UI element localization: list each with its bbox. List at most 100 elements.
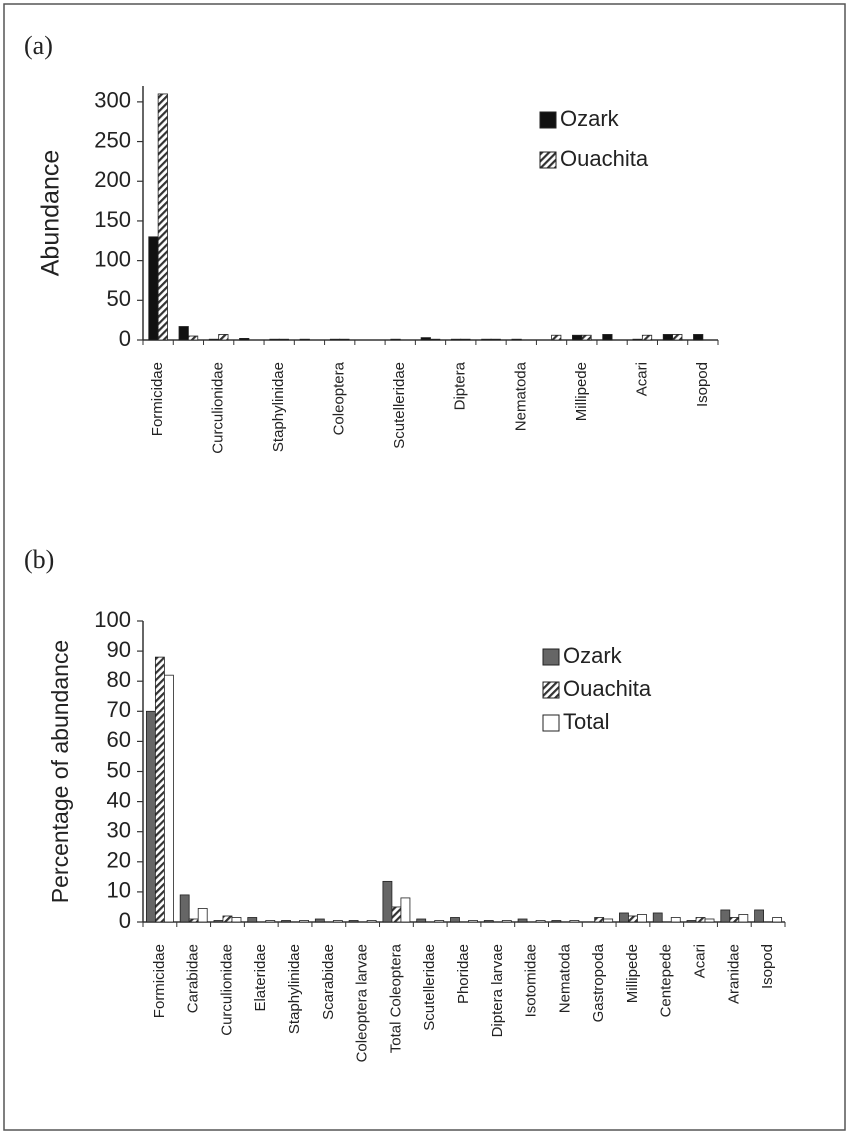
- bar: [481, 338, 492, 341]
- x-tick-label: Isotomidae: [523, 944, 540, 1017]
- x-tick-label: Staphylinidae: [286, 944, 303, 1034]
- x-tick-label: Nematoda: [512, 361, 529, 431]
- bar: [222, 915, 233, 923]
- y-axis-title: Percentage of abundance: [47, 640, 73, 903]
- x-tick-label: Aranidae: [725, 944, 742, 1004]
- bar: [450, 917, 460, 923]
- legend-swatch: [542, 714, 560, 732]
- bar: [754, 909, 765, 923]
- x-tick-label: Coleoptera: [331, 361, 348, 435]
- panel-label: (b): [24, 545, 54, 574]
- y-tick-label: 250: [94, 127, 131, 152]
- y-tick-label: 60: [107, 727, 131, 752]
- y-tick-label: 40: [107, 787, 131, 812]
- legend-swatch: [542, 681, 560, 699]
- y-tick-label: 300: [94, 88, 131, 113]
- x-tick-label: Curculionidae: [210, 362, 227, 454]
- x-tick-label: Gastropoda: [590, 943, 607, 1022]
- bar: [420, 337, 431, 341]
- bar: [329, 338, 341, 341]
- legend-swatch: [539, 111, 557, 129]
- bar: [704, 918, 715, 923]
- bar: [157, 93, 168, 341]
- x-tick-label: Scutelleridae: [421, 944, 438, 1031]
- y-tick-label: 20: [107, 848, 131, 873]
- bar: [501, 920, 512, 923]
- legend-swatch: [539, 151, 557, 169]
- bar: [460, 338, 471, 341]
- bar: [551, 920, 562, 923]
- bar: [662, 334, 674, 341]
- bar: [619, 912, 629, 923]
- y-tick-label: 0: [119, 908, 131, 933]
- legend-label: Ozark: [560, 106, 620, 131]
- y-tick-label: 50: [107, 286, 131, 311]
- y-tick-label: 100: [94, 246, 131, 271]
- bar: [720, 909, 731, 923]
- y-tick-label: 200: [94, 167, 131, 192]
- x-tick-label: Elateridae: [252, 944, 269, 1012]
- x-tick-label: Formicidae: [151, 944, 168, 1018]
- bar: [729, 917, 740, 923]
- bar: [278, 338, 289, 341]
- y-tick-label: 0: [119, 326, 131, 351]
- x-tick-label: Curculionidae: [218, 944, 235, 1036]
- x-tick-label: Acari: [691, 944, 708, 978]
- legend-label: Ouachita: [563, 676, 652, 701]
- x-tick-label: Acari: [633, 362, 650, 396]
- bar: [670, 917, 681, 923]
- bar: [628, 915, 638, 923]
- bar: [632, 338, 643, 341]
- bar: [218, 334, 229, 341]
- x-tick-label: Staphylinidae: [270, 362, 287, 452]
- bar: [163, 674, 174, 923]
- x-tick-label: Millipede: [573, 362, 590, 421]
- x-tick-label: Formicidae: [149, 362, 166, 436]
- x-tick-label: Total Coleoptera: [387, 943, 404, 1053]
- bar: [602, 334, 613, 341]
- bar: [197, 908, 208, 923]
- bar: [569, 920, 580, 923]
- bar: [695, 917, 706, 923]
- legend-swatch: [542, 648, 560, 666]
- bar: [208, 338, 220, 341]
- x-tick-label: Isopod: [694, 362, 711, 407]
- bar: [265, 920, 276, 923]
- x-tick-label: Diptera: [452, 361, 469, 410]
- y-axis-title: Abundance: [37, 150, 65, 277]
- panel-label: (a): [24, 31, 53, 60]
- bar: [314, 918, 325, 923]
- bar: [450, 338, 462, 341]
- bar: [416, 918, 427, 923]
- bar: [348, 920, 359, 923]
- y-tick-label: 70: [107, 697, 131, 722]
- bar: [693, 334, 704, 341]
- x-tick-label: Phoridae: [455, 944, 472, 1004]
- bar: [637, 914, 647, 923]
- x-tick-label: Scarabidae: [320, 944, 337, 1020]
- y-tick-label: 150: [94, 207, 131, 232]
- bar: [490, 338, 501, 341]
- bar: [188, 918, 199, 923]
- x-tick-label: Millipede: [624, 944, 641, 1003]
- bar: [434, 920, 445, 923]
- legend-label: Ozark: [563, 643, 623, 668]
- bar: [652, 912, 663, 923]
- bar: [145, 710, 156, 923]
- bar: [772, 917, 783, 923]
- y-tick-label: 90: [107, 637, 131, 662]
- bar: [738, 914, 749, 923]
- bar: [535, 920, 546, 923]
- bar: [594, 917, 605, 923]
- bar: [299, 920, 309, 923]
- x-tick-label: Diptera larvae: [489, 944, 506, 1037]
- bar: [269, 338, 280, 341]
- bar: [178, 326, 189, 341]
- bar: [187, 335, 199, 341]
- bar: [572, 334, 583, 341]
- y-tick-label: 50: [107, 757, 131, 782]
- bar: [213, 920, 224, 923]
- bar: [517, 918, 528, 923]
- bar: [581, 334, 592, 341]
